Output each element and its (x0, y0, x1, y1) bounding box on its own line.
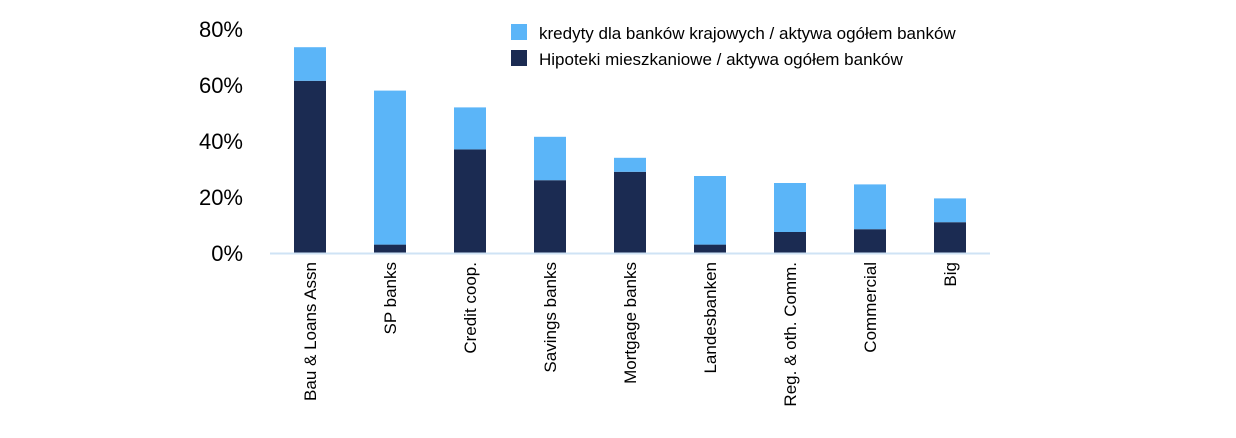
bar-segment-series-0 (774, 232, 806, 253)
bar-segment-series-0 (534, 180, 566, 253)
bar-segment-series-0 (294, 80, 326, 253)
y-tick-label: 0% (211, 241, 243, 266)
x-tick-label: Credit coop. (461, 262, 480, 354)
bar-segment-series-0 (454, 149, 486, 253)
x-tick-label: Commercial (861, 262, 880, 353)
legend-swatch (511, 24, 527, 40)
bar-segment-series-0 (934, 222, 966, 253)
x-axis: Bau & Loans Assn SP banks Credit coop. Savi… (301, 262, 960, 407)
x-tick-label: SP banks (381, 262, 400, 334)
x-tick-label: Mortgage banks (621, 262, 640, 384)
y-tick-label: 20% (199, 185, 243, 210)
bar-segment-series-1 (934, 198, 966, 223)
y-axis: 0% 20% 40% 60% 80% (199, 17, 243, 266)
legend-swatch (511, 50, 527, 66)
bar-segment-series-0 (694, 244, 726, 253)
legend-label: Hipoteki mieszkaniowe / aktywa ogółem ba… (539, 50, 904, 69)
y-tick-label: 40% (199, 129, 243, 154)
bar-segment-series-0 (854, 229, 886, 253)
legend-label: kredyty dla banków krajowych / aktywa og… (539, 24, 956, 43)
x-tick-label: Savings banks (541, 262, 560, 373)
y-tick-label: 60% (199, 73, 243, 98)
bar-segment-series-1 (694, 176, 726, 245)
bar-segment-series-1 (854, 184, 886, 230)
bar-segment-series-1 (374, 90, 406, 245)
x-tick-label: Landesbanken (701, 262, 720, 374)
x-tick-label: Big (941, 262, 960, 287)
bar-segment-series-0 (614, 171, 646, 253)
bar-segment-series-1 (614, 157, 646, 172)
x-tick-label: Bau & Loans Assn (301, 262, 320, 401)
bar-segment-series-1 (534, 136, 566, 181)
bars (294, 47, 966, 253)
bar-segment-series-1 (454, 107, 486, 150)
x-tick-label: Reg. & oth. Comm. (781, 262, 800, 407)
legend: kredyty dla banków krajowych / aktywa og… (511, 24, 956, 69)
y-tick-label: 80% (199, 17, 243, 42)
bar-segment-series-1 (774, 183, 806, 232)
bar-segment-series-1 (294, 47, 326, 81)
bar-segment-series-0 (374, 244, 406, 253)
